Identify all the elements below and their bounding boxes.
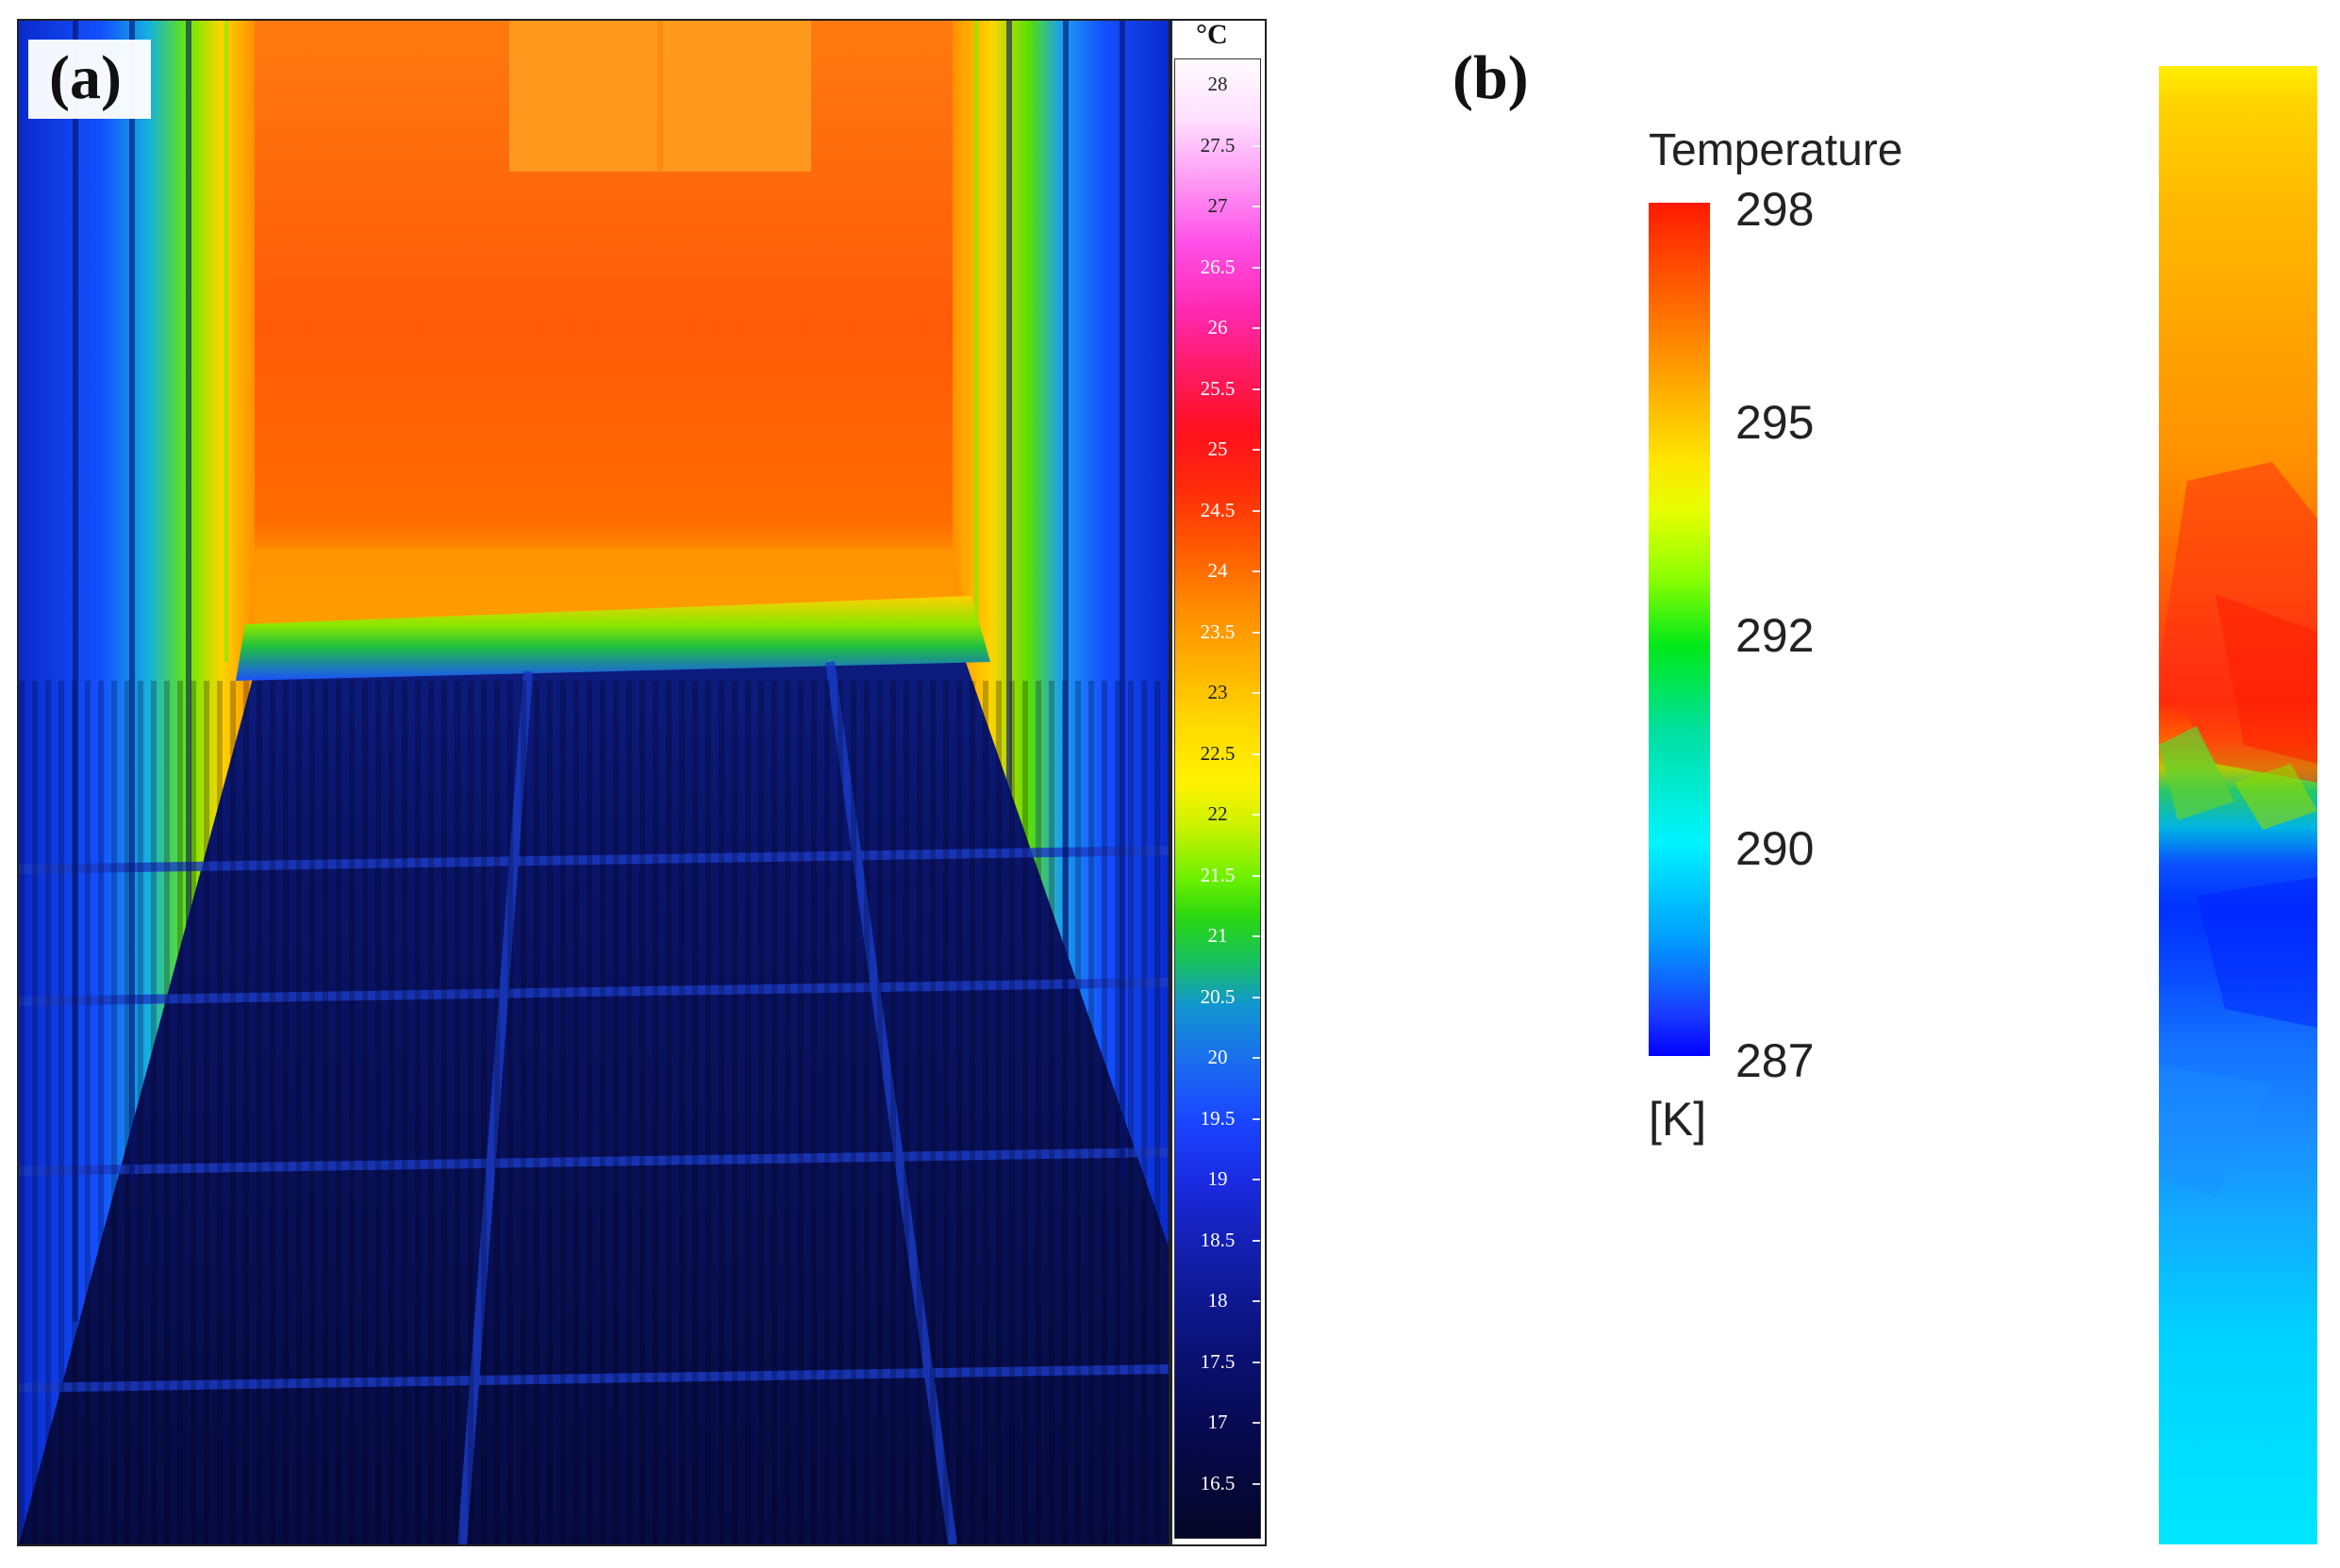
colorbar-tick-mark [1253, 1422, 1260, 1424]
simulated-temperature-contour [2159, 66, 2317, 1544]
colorbar-tick-label: 19 [1207, 1167, 1228, 1190]
colorbar-tick-mark [1253, 388, 1260, 390]
colorbar-tick-label: 26.5 [1200, 255, 1236, 278]
legend-label-292: 292 [1735, 609, 1815, 662]
colorbar-tick-mark [1253, 752, 1260, 755]
colorbar-tick-mark [1253, 1300, 1260, 1302]
colorbar-tick-mark [1253, 509, 1260, 512]
colorbar-tick-mark [1253, 84, 1260, 86]
legend-label-295: 295 [1735, 396, 1815, 449]
legend-label-298: 298 [1735, 183, 1815, 236]
legend-title: Temperature [1649, 125, 1903, 175]
panel-b-label: (b) [1452, 43, 1529, 112]
colorbar-tick-label: 16.5 [1200, 1471, 1236, 1494]
colorbar-tick-label: 27.5 [1200, 133, 1236, 157]
colorbar-tick-mark [1253, 874, 1260, 877]
colorbar-tick-label: 24 [1207, 559, 1228, 582]
colorbar-tick-label: 17 [1207, 1411, 1228, 1433]
colorbar-tick-label: 25 [1207, 437, 1228, 460]
thermal-colorbar-unit: °C [1196, 19, 1228, 50]
colorbar-tick-label: 23 [1207, 681, 1228, 703]
colorbar-tick-mark [1253, 1239, 1260, 1242]
colorbar-tick-mark [1253, 1482, 1260, 1485]
colorbar-tick-label: 24.5 [1200, 498, 1236, 521]
colorbar-tick-mark [1253, 327, 1260, 329]
colorbar-tick-mark [1253, 935, 1260, 937]
colorbar-tick-label: 18 [1207, 1289, 1228, 1312]
colorbar-tick-label: 19.5 [1200, 1106, 1236, 1130]
colorbar-tick-mark [1253, 1179, 1260, 1180]
colorbar-tick-label: 17.5 [1200, 1349, 1236, 1373]
colorbar-tick-label: 21.5 [1200, 863, 1236, 886]
colorbar-tick-mark [1253, 996, 1260, 999]
colorbar-tick-label: 21 [1207, 924, 1228, 947]
colorbar-tick-label: 25.5 [1200, 376, 1236, 400]
legend-unit: [K] [1649, 1093, 1707, 1146]
thermal-scene-graphic [19, 21, 1169, 1544]
colorbar-tick-label: 18.5 [1200, 1228, 1236, 1251]
colorbar-tick-mark [1253, 1057, 1260, 1059]
colorbar-tick-mark [1253, 144, 1260, 147]
legend-label-290: 290 [1735, 822, 1815, 875]
temperature-legend-colorbar [1649, 203, 1710, 1056]
colorbar-tick-mark [1253, 1361, 1260, 1363]
colorbar-tick-mark [1253, 814, 1260, 816]
contour-detail-graphic [2159, 462, 2317, 1197]
colorbar-tick-mark [1253, 206, 1260, 207]
colorbar-tick-label: 27 [1207, 194, 1228, 217]
thermal-image [17, 19, 1170, 1546]
colorbar-tick-label: 22.5 [1200, 741, 1236, 765]
colorbar-tick-label: 20 [1207, 1046, 1228, 1068]
colorbar-tick-label: 26 [1207, 316, 1228, 338]
colorbar-tick-mark [1253, 692, 1260, 694]
colorbar-tick-mark [1253, 1117, 1260, 1120]
thermal-colorbar: 28 27.5 27 26.5 26 25.5 25 24.5 24 23.5 23 22.5 22 21… [1174, 58, 1261, 1539]
colorbar-tick-mark [1253, 266, 1260, 269]
colorbar-tick-mark [1253, 449, 1260, 451]
colorbar-tick-mark [1253, 570, 1260, 572]
panel-a-label: (a) [49, 43, 122, 112]
colorbar-tick-label: 22 [1207, 802, 1228, 825]
legend-label-287: 287 [1735, 1034, 1815, 1087]
colorbar-tick-label: 20.5 [1200, 984, 1236, 1008]
colorbar-tick-label: 28 [1207, 73, 1228, 95]
colorbar-tick-label: 23.5 [1200, 619, 1236, 643]
colorbar-tick-mark [1253, 631, 1260, 634]
panel-a-label-background [28, 40, 151, 119]
